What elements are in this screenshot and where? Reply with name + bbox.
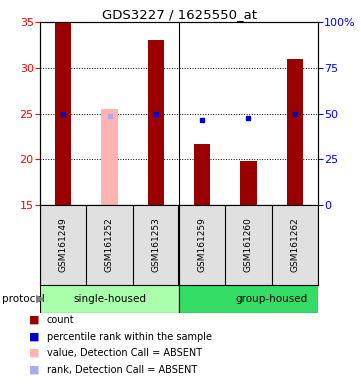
Text: ■: ■: [29, 315, 39, 325]
Text: ■: ■: [29, 364, 39, 374]
Bar: [148, 40, 164, 205]
Text: GSM161252: GSM161252: [105, 218, 114, 272]
Bar: [287, 59, 303, 205]
Text: single-housed: single-housed: [73, 294, 146, 304]
Text: percentile rank within the sample: percentile rank within the sample: [47, 331, 212, 341]
Bar: [40, 285, 179, 313]
Text: GSM161260: GSM161260: [244, 218, 253, 272]
Text: GSM161249: GSM161249: [59, 218, 68, 272]
Bar: [179, 285, 318, 313]
Bar: [55, 22, 71, 205]
Bar: [240, 161, 257, 205]
Text: rank, Detection Call = ABSENT: rank, Detection Call = ABSENT: [47, 364, 197, 374]
Text: protocol: protocol: [2, 294, 44, 304]
Text: count: count: [47, 315, 75, 325]
Text: group-housed: group-housed: [235, 294, 308, 304]
Text: ■: ■: [29, 331, 39, 341]
Text: ▶: ▶: [36, 294, 45, 304]
Title: GDS3227 / 1625550_at: GDS3227 / 1625550_at: [101, 8, 257, 21]
Text: GSM161253: GSM161253: [151, 218, 160, 272]
Text: ■: ■: [29, 348, 39, 358]
Text: GSM161262: GSM161262: [290, 218, 299, 272]
Text: GSM161259: GSM161259: [198, 218, 206, 272]
Text: value, Detection Call = ABSENT: value, Detection Call = ABSENT: [47, 348, 202, 358]
Bar: [101, 109, 118, 205]
Bar: [194, 144, 210, 205]
